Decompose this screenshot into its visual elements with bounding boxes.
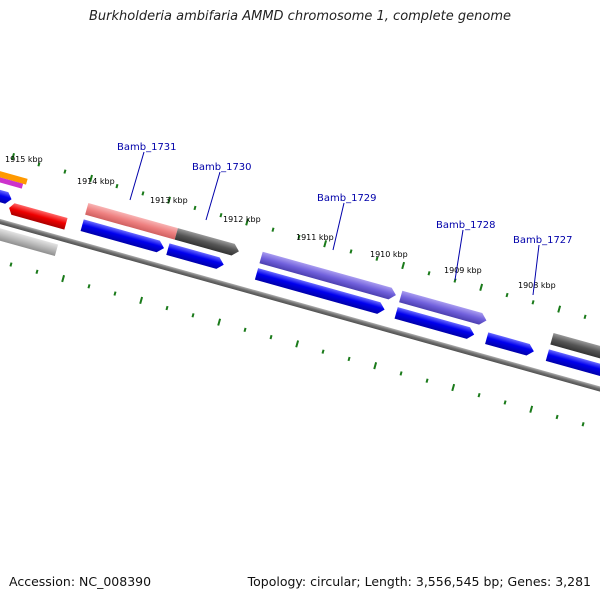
- scale-tick: [269, 334, 273, 340]
- scale-tick: [219, 212, 223, 218]
- topology-summary: Topology: circular; Length: 3,556,545 bp…: [247, 574, 591, 589]
- cds-right: [545, 349, 600, 382]
- feature-magenta: [0, 175, 24, 189]
- gene-leader-line: [332, 202, 345, 251]
- scale-tick: [191, 313, 195, 318]
- feature-gray-right: [550, 332, 600, 366]
- scale-tick: [479, 283, 484, 291]
- scale-tick: [35, 269, 39, 274]
- gene-label[interactable]: Bamb_1729: [317, 193, 377, 204]
- feature-pink: [85, 203, 178, 240]
- cds-left-fragment: [0, 186, 12, 204]
- scale-tick: [217, 318, 222, 326]
- gene-leader-line: [454, 229, 464, 281]
- scale-tick: [581, 422, 585, 427]
- scale-tick: [113, 291, 117, 296]
- scale-tick: [245, 218, 250, 226]
- scale-tick: [243, 327, 247, 333]
- scale-tick: [141, 191, 145, 196]
- scale-label: 1908 kbp: [518, 281, 556, 290]
- feature-red: [9, 203, 68, 230]
- scale-label: 1913 kbp: [150, 196, 188, 205]
- scale-tick: [9, 262, 13, 267]
- genome-backbone: [0, 216, 600, 399]
- scale-label: 1910 kbp: [370, 250, 408, 259]
- scale-tick: [477, 393, 481, 398]
- scale-label: 1911 kbp: [296, 233, 334, 242]
- scale-tick: [349, 249, 353, 254]
- map-title: Burkholderia ambifaria AMMD chromosome 1…: [88, 9, 512, 24]
- scale-label: 1909 kbp: [444, 266, 482, 275]
- gene-label[interactable]: Bamb_1728: [436, 220, 496, 231]
- scale-tick: [505, 292, 509, 298]
- scale-tick: [451, 383, 456, 392]
- scale-tick: [557, 305, 562, 313]
- gene-label[interactable]: Bamb_1731: [117, 142, 177, 153]
- gene-leader-line: [532, 244, 540, 296]
- scale-label: 1915 kbp: [5, 155, 43, 164]
- scale-tick: [37, 162, 41, 167]
- scale-tick: [297, 234, 301, 240]
- scale-tick: [61, 274, 66, 283]
- cds-1727: [485, 332, 534, 356]
- scale-tick: [399, 371, 403, 376]
- scale-tick: [529, 405, 534, 413]
- gene-label[interactable]: Bamb_1727: [513, 235, 573, 246]
- scale-tick: [193, 205, 197, 211]
- feature-purple-1729: [259, 251, 396, 300]
- scale-tick: [87, 284, 91, 289]
- cds-1730: [166, 243, 224, 269]
- scale-tick: [555, 414, 559, 420]
- scale-tick: [115, 183, 119, 189]
- feature-gray-1730: [174, 228, 239, 256]
- scale-tick: [531, 300, 535, 305]
- scale-tick: [139, 296, 144, 304]
- scale-tick: [89, 174, 93, 183]
- scale-tick: [323, 240, 328, 248]
- scale-tick: [503, 400, 507, 405]
- inner-tick-row: [9, 262, 585, 427]
- scale-tick: [63, 169, 67, 174]
- scale-tick: [11, 152, 15, 161]
- gene-leader-line: [205, 171, 221, 221]
- accession-text: Accession: NC_008390: [9, 574, 152, 589]
- scale-tick: [373, 362, 378, 370]
- scale-tick: [453, 278, 457, 283]
- scale-tick: [427, 271, 431, 276]
- cds-1729: [254, 268, 385, 314]
- scale-tick: [375, 256, 379, 261]
- scale-tick: [401, 261, 406, 270]
- cds-1731: [80, 219, 165, 253]
- scale-tick: [271, 227, 275, 232]
- feature-purple-1728: [399, 290, 487, 325]
- scale-tick: [167, 196, 172, 204]
- gene-label[interactable]: Bamb_1730: [192, 162, 252, 173]
- gene-leader-line: [129, 151, 145, 201]
- scale-tick: [295, 340, 300, 348]
- scale-tick: [321, 349, 325, 354]
- outer-tick-row: [11, 152, 587, 320]
- scale-tick: [347, 356, 351, 362]
- feature-lightgray: [0, 222, 59, 257]
- scale-label: 1914 kbp: [77, 177, 115, 186]
- scale-tick: [165, 305, 169, 311]
- cds-1728: [394, 307, 475, 339]
- feature-orange: [0, 169, 28, 185]
- scale-label: 1912 kbp: [223, 215, 261, 224]
- scale-tick: [425, 378, 429, 383]
- scale-tick: [583, 314, 587, 320]
